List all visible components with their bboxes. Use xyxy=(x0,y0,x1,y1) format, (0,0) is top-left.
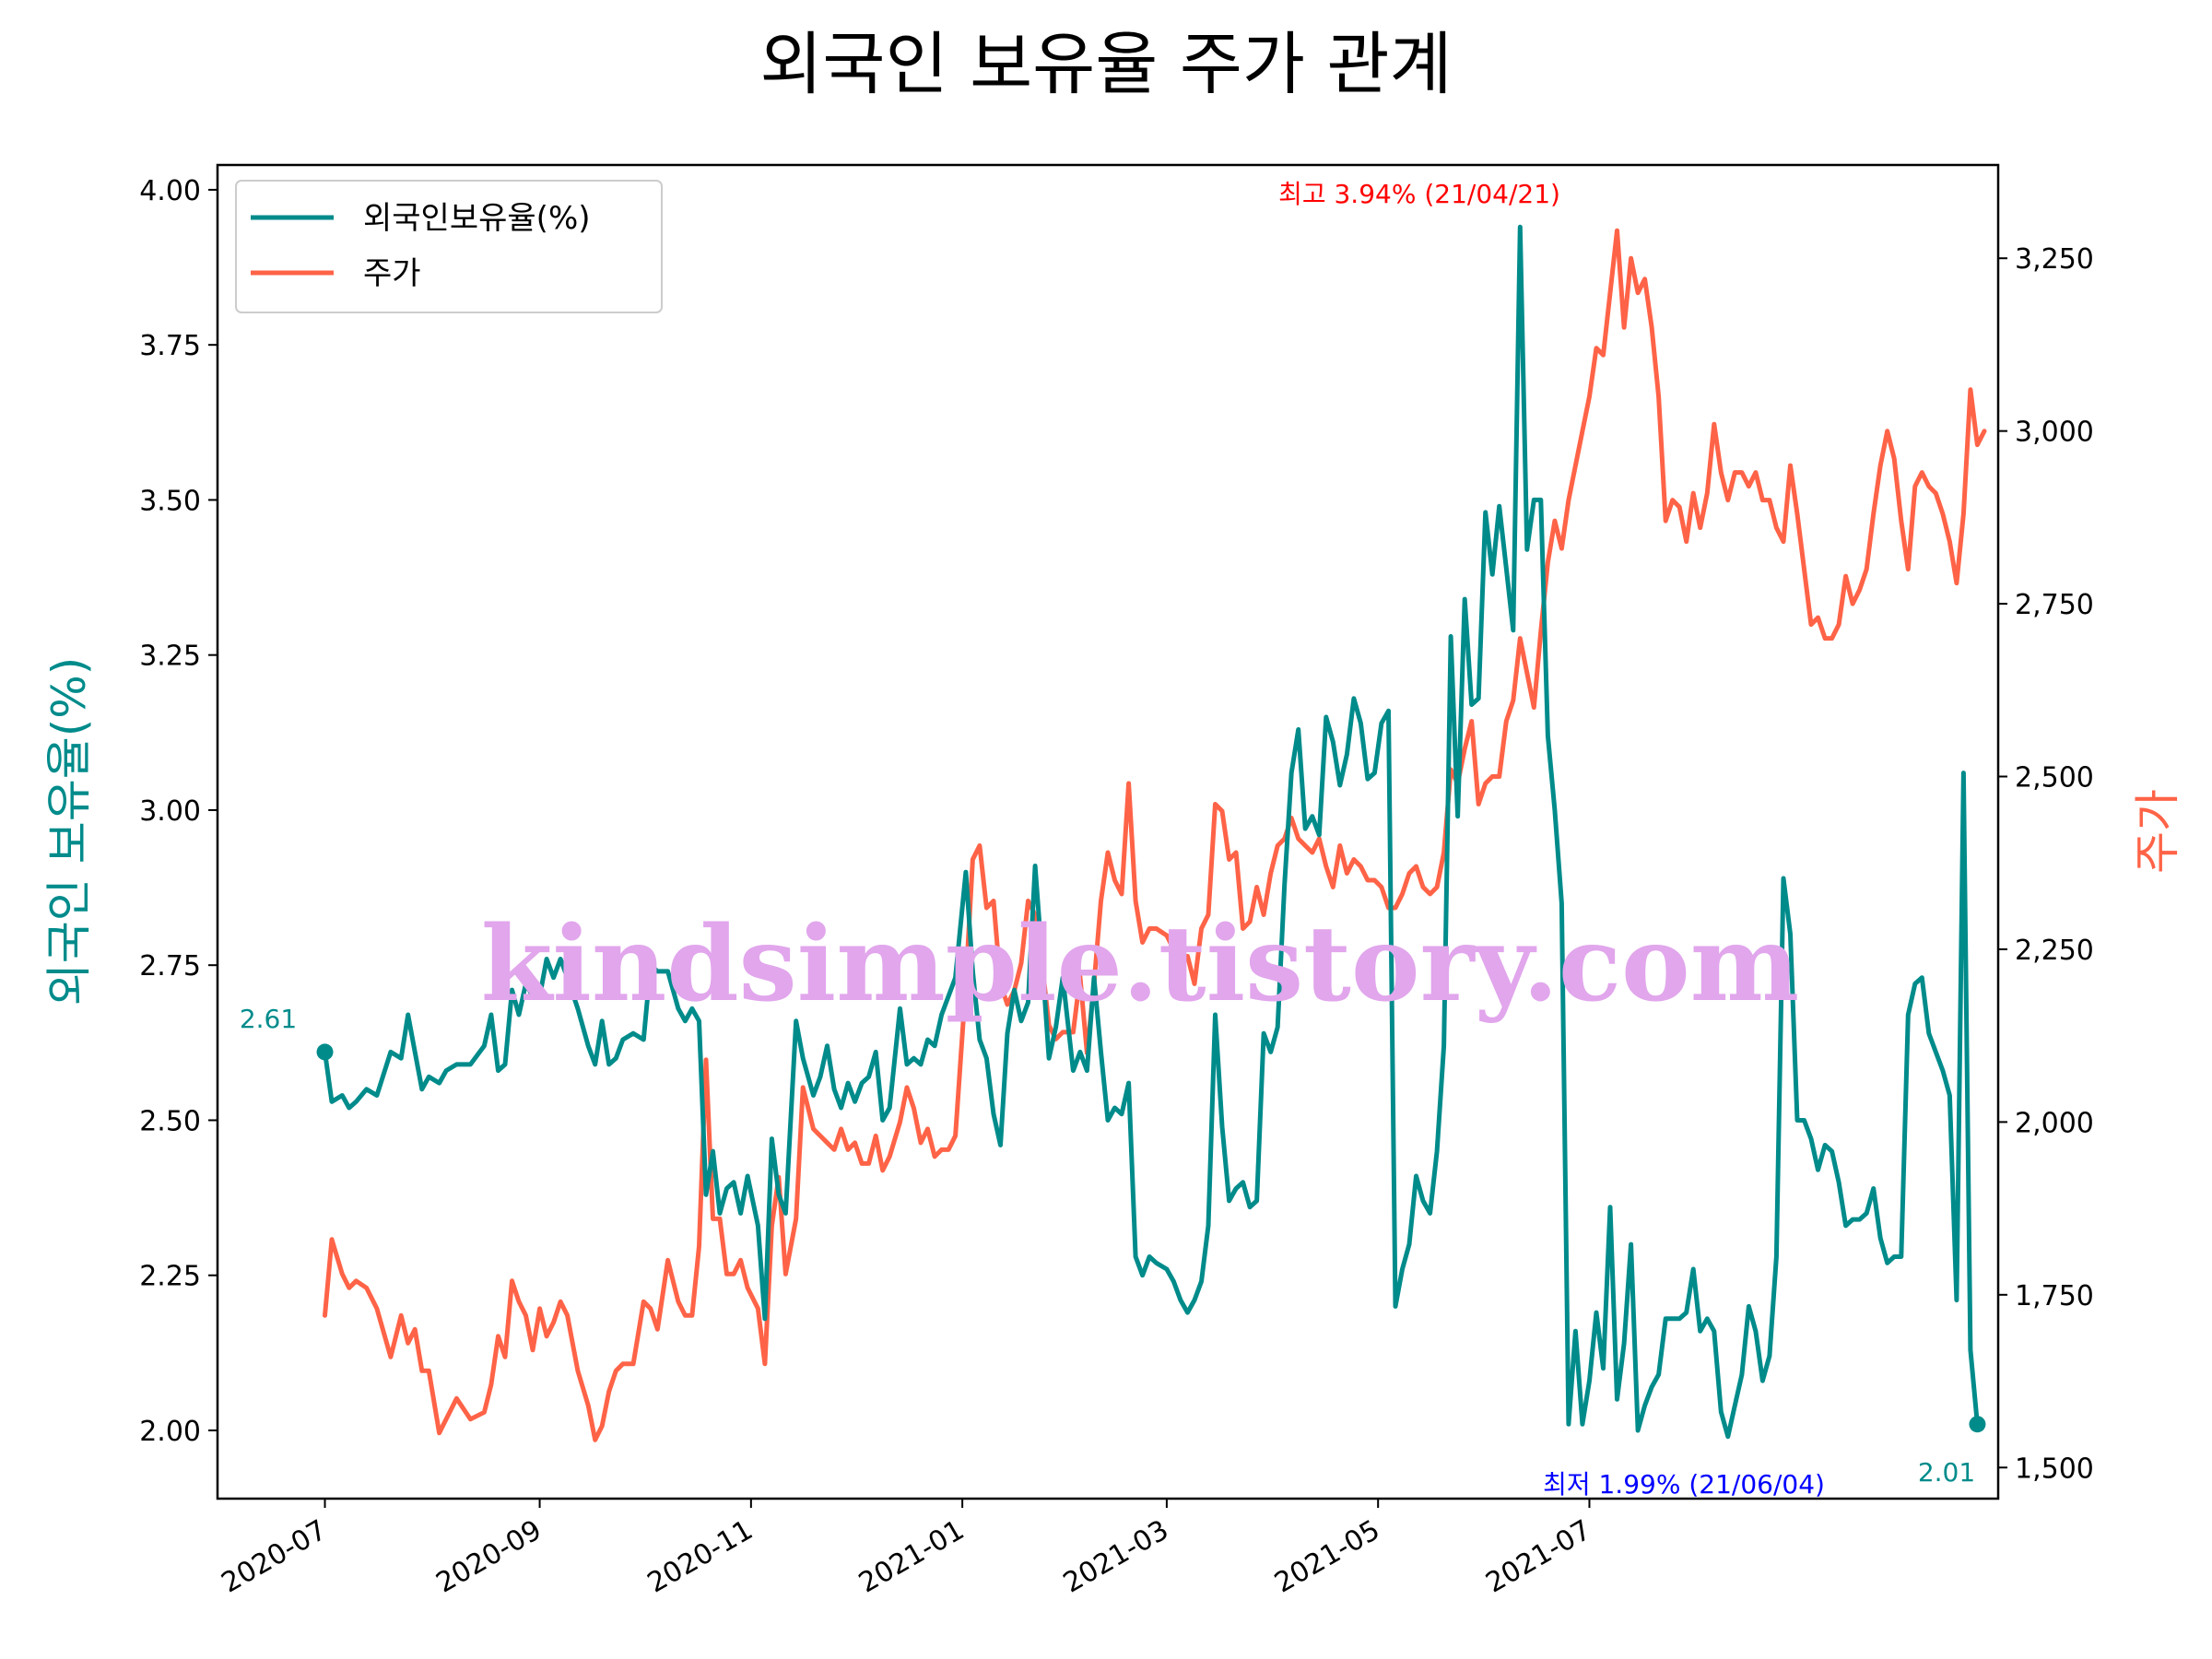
x-tick-label: 2021-03 xyxy=(1058,1514,1174,1600)
plot-frame xyxy=(216,163,2000,1500)
left-y-tick-label: 4.00 xyxy=(139,175,201,207)
x-tick-label: 2021-01 xyxy=(853,1514,970,1600)
legend-box xyxy=(235,180,663,313)
left-y-tick-label: 2.25 xyxy=(139,1261,201,1293)
right-y-tick-label: 2,250 xyxy=(2015,935,2094,967)
x-tick-label: 2020-11 xyxy=(642,1514,759,1600)
watermark-text: kindsimple.tistory.com xyxy=(481,904,1800,1025)
x-tick-label: 2021-05 xyxy=(1269,1514,1385,1600)
right-y-tick-label: 2,750 xyxy=(2015,589,2094,621)
end-marker xyxy=(1969,1416,1986,1433)
right-y-tick-label: 3,000 xyxy=(2015,417,2094,449)
legend-label-foreign-ratio: 외국인보유율(%) xyxy=(363,200,591,237)
left-axis-title: 외국인 보유율(%) xyxy=(42,657,96,1006)
series-line-foreign-ratio xyxy=(323,224,1980,1440)
legend: 외국인보유율(%) 주가 xyxy=(235,180,663,313)
left-y-tick-label: 3.50 xyxy=(139,485,201,517)
end-value-label: 2.01 xyxy=(1918,1457,1975,1488)
annotation-layer: 최고 3.94% (21/04/21) 최저 1.99% (21/06/04) … xyxy=(240,179,1975,1500)
legend-label-stock-price: 주가 xyxy=(363,255,421,292)
right-y-tick-label: 3,250 xyxy=(2015,243,2094,276)
right-y-tick-label: 2,000 xyxy=(2015,1107,2094,1139)
right-axis-title: 주가 xyxy=(2131,789,2184,874)
x-tick-label: 2020-09 xyxy=(430,1514,547,1600)
series-line-stock-price xyxy=(323,228,1987,1442)
plot-area xyxy=(218,165,1998,1499)
left-y-tick-label: 2.75 xyxy=(139,950,201,982)
x-axis: 2020-07 2020-09 2020-11 2021-01 2021-03 2021-… xyxy=(216,1499,1596,1600)
left-y-axis: 2.00 2.25 2.50 2.75 3.00 3.25 3.50 3.75 4.00 xyxy=(139,175,218,1448)
left-y-tick-label: 2.00 xyxy=(139,1416,201,1448)
left-y-tick-label: 3.00 xyxy=(139,795,201,828)
chart-title: 외국인 보유율 주가 관계 xyxy=(759,25,1452,104)
min-annotation: 최저 1.99% (21/06/04) xyxy=(1543,1469,1825,1500)
right-y-tick-label: 1,750 xyxy=(2015,1280,2094,1312)
x-tick-label: 2021-07 xyxy=(1480,1514,1596,1600)
right-y-axis: 1,500 1,750 2,000 2,250 2,500 2,750 3,000 3,250 xyxy=(1998,243,2094,1485)
right-y-tick-label: 2,500 xyxy=(2015,762,2094,794)
start-value-label: 2.61 xyxy=(240,1004,297,1034)
left-y-tick-label: 2.50 xyxy=(139,1105,201,1137)
series-layer xyxy=(316,224,1987,1442)
right-y-tick-label: 1,500 xyxy=(2015,1453,2094,1485)
x-tick-label: 2020-07 xyxy=(216,1514,332,1600)
left-y-tick-label: 3.75 xyxy=(139,330,201,362)
left-y-tick-label: 3.25 xyxy=(139,641,201,673)
max-annotation: 최고 3.94% (21/04/21) xyxy=(1278,179,1560,209)
start-marker xyxy=(316,1043,334,1061)
